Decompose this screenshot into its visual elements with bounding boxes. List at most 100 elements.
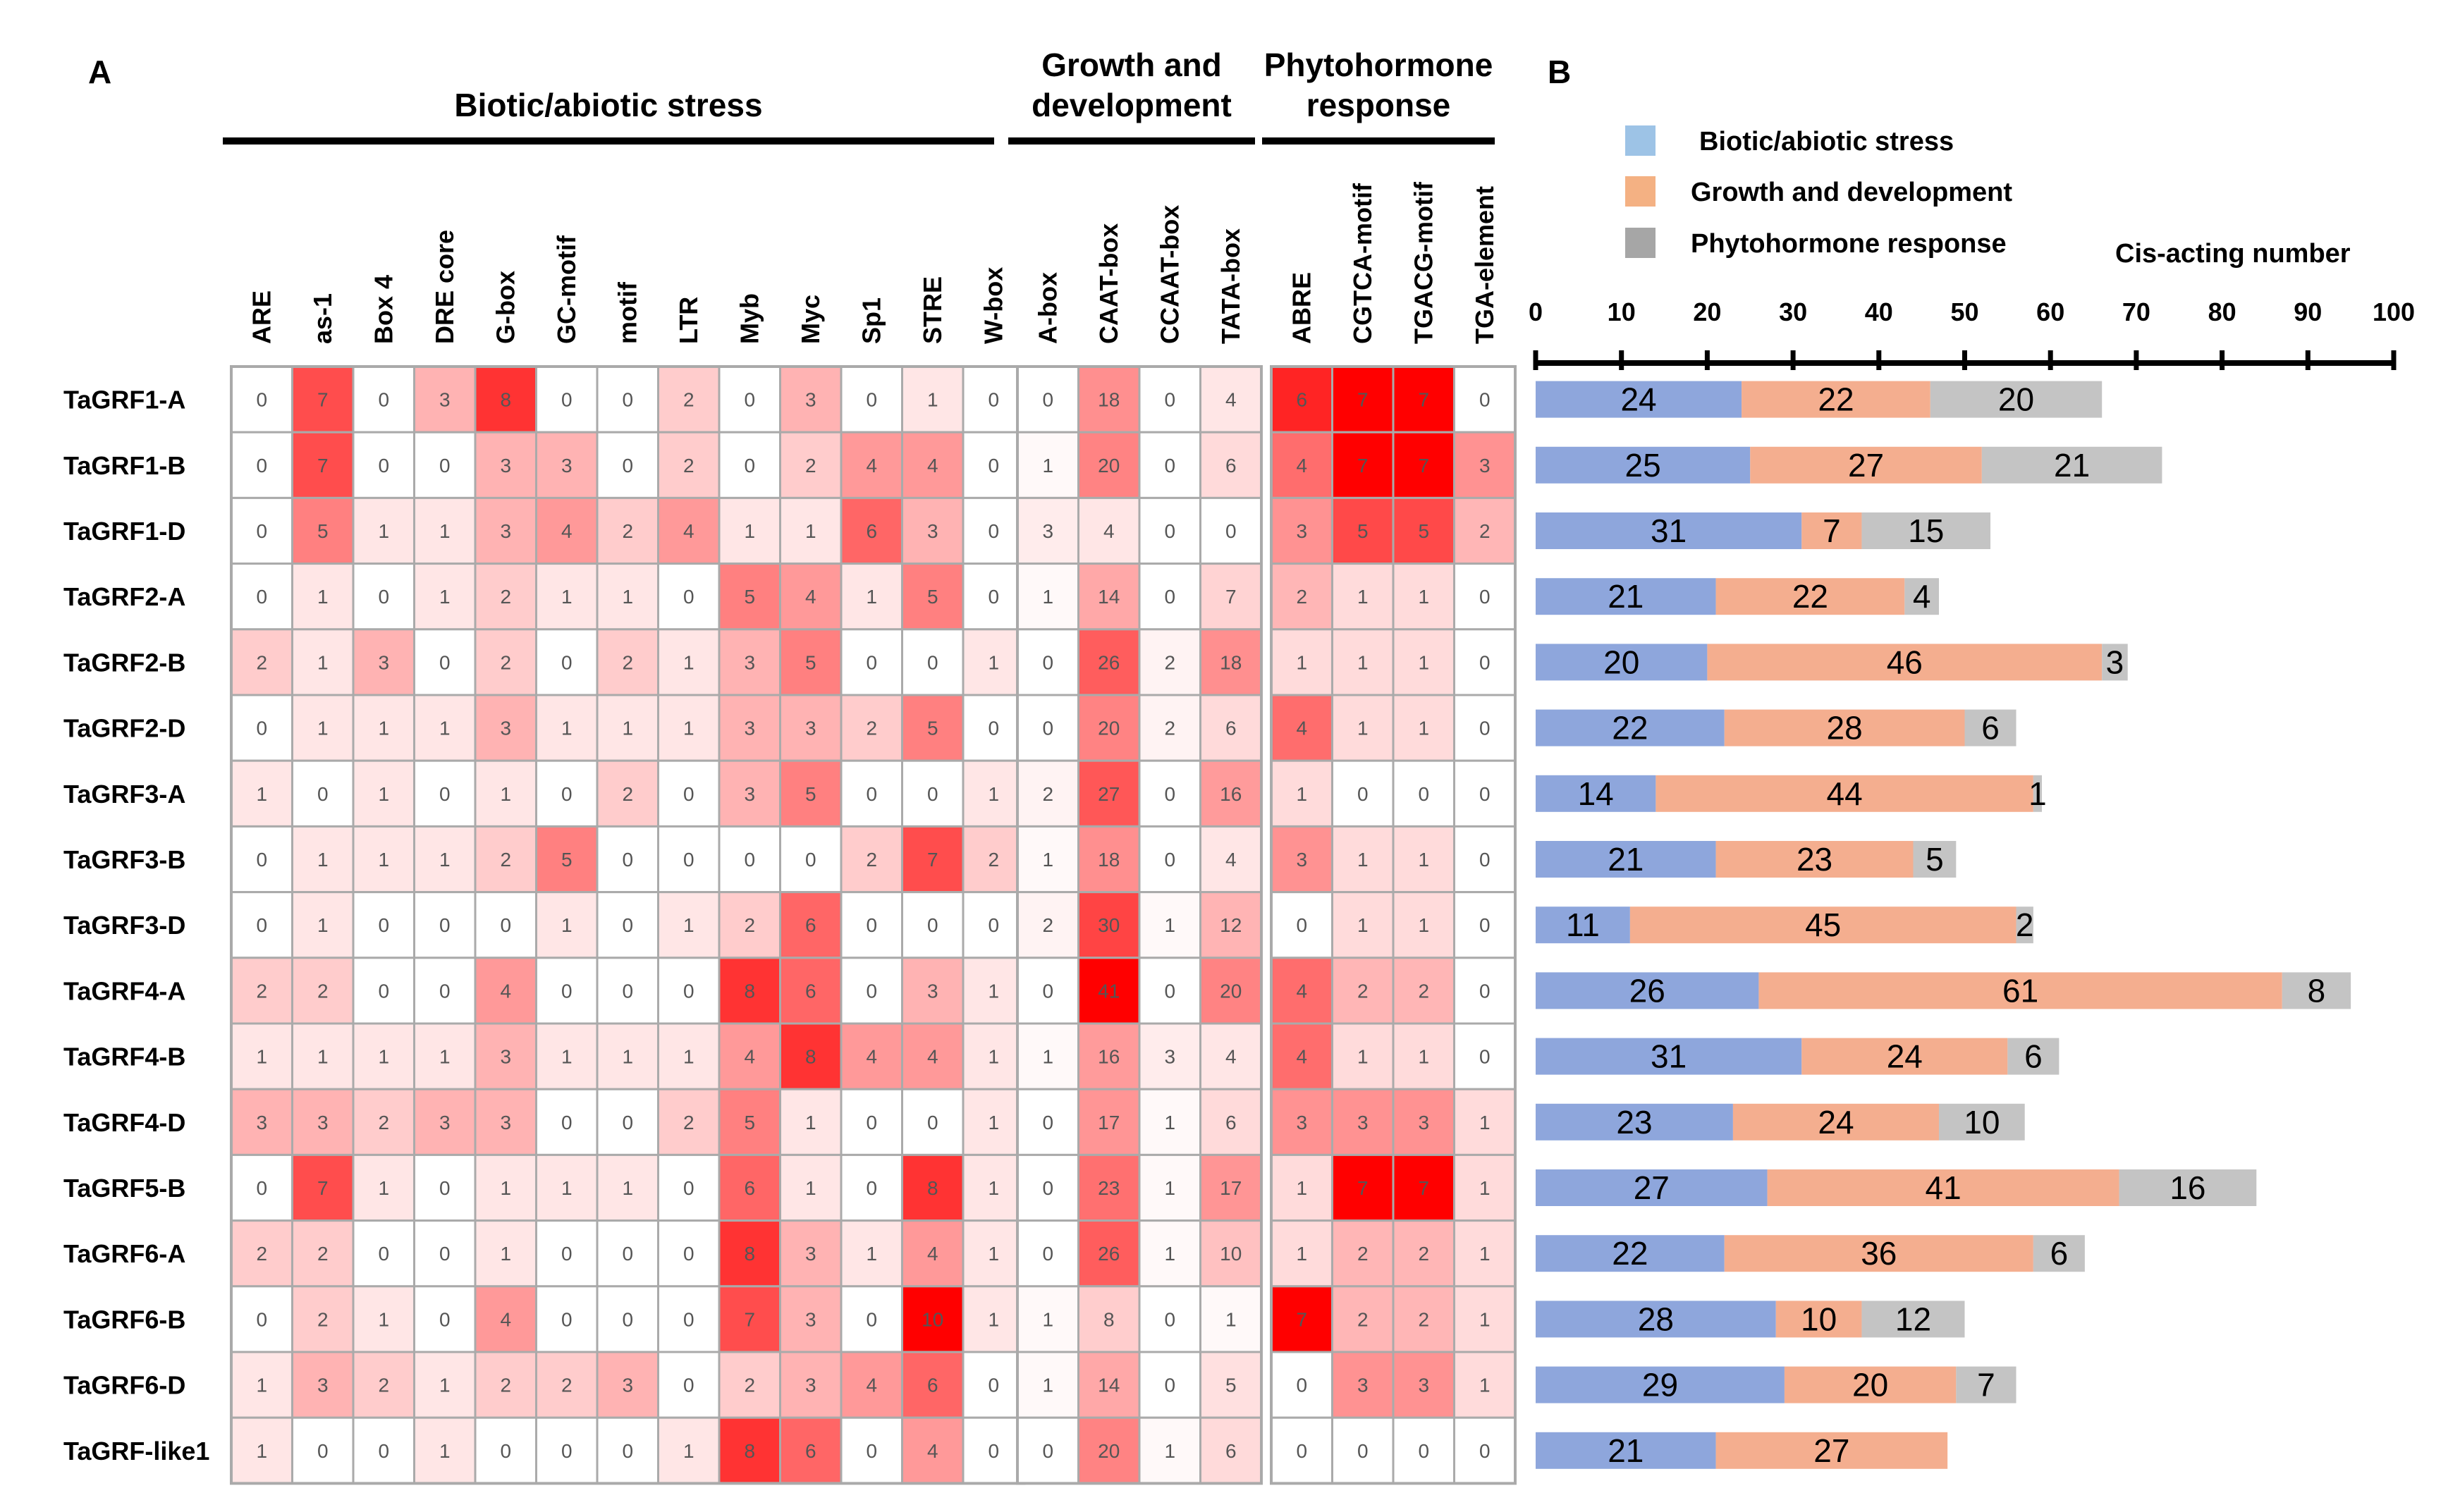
heat-cell [901,694,965,762]
heat-cell-value: 1 [561,914,573,936]
heat-cell-value: 1 [622,1177,633,1199]
heat-cell-value: 0 [1225,520,1237,542]
heat-cell [352,1022,415,1090]
heat-cell-value: 0 [683,1177,694,1199]
heat-cell [352,496,415,565]
heat-cell [1138,431,1201,499]
heat-cell [413,891,477,959]
bar-value-label: 7 [1823,512,1841,549]
heat-cell [535,431,599,499]
heat-cell-value: 14 [1098,586,1120,608]
heat-cell-value: 4 [1225,849,1237,871]
heat-cell [718,694,781,762]
column-label-box-4: Box 4 [369,275,398,344]
heat-cell-value: 0 [988,389,999,411]
heat-cell-value: 0 [683,586,694,608]
heat-cell-value: 3 [1418,1112,1429,1133]
heat-cell-value: 4 [1296,980,1307,1002]
heat-cell-value: 3 [1418,1375,1429,1396]
heat-cell-value: 1 [988,1308,999,1330]
heat-cell-value: 0 [805,849,816,871]
heat-cell [901,891,965,959]
heat-cell [1199,563,1263,631]
legend-swatch-growth-and-development [1625,176,1656,207]
group-title-3-line-2: response [1306,87,1451,123]
heat-cell-value: 3 [500,455,511,477]
bar-segment-tagrf2-b-phytohormone-response [2102,644,2128,681]
bar-segment-tagrf-like1-biotic-abiotic-stress [1536,1432,1716,1469]
heat-cell-value: 30 [1098,914,1120,936]
heat-cell [474,1088,537,1156]
heat-cell-value: 18 [1098,389,1120,411]
x-tick-label: 50 [1950,297,1978,326]
bar-value-label: 20 [1998,381,2034,418]
heat-cell-value: 0 [1479,718,1491,739]
heat-cell-value: 1 [1042,1375,1053,1396]
heat-cell-value: 26 [1098,651,1120,673]
bar-segment-tagrf1-a-biotic-abiotic-stress [1536,381,1742,418]
bar-value-label: 22 [1818,381,1854,418]
heat-cell [291,1219,355,1288]
heat-cell [840,628,903,696]
bar-value-label: 31 [1651,512,1687,549]
heat-cell-value: 1 [683,651,694,673]
column-label-ltr: LTR [674,297,703,344]
heat-cell [413,1022,477,1090]
heat-cell [1077,1219,1141,1288]
column-label-a-box: A-box [1033,272,1062,344]
heat-cell-value: 0 [1479,389,1491,411]
column-label-myc: Myc [796,295,825,344]
heat-cell [352,1153,415,1222]
heat-cell-value: 7 [744,1308,755,1330]
bar-value-label: 41 [1925,1169,1961,1206]
bar-segment-tagrf1-d-biotic-abiotic-stress [1536,512,1802,549]
heat-cell-value: 0 [1418,783,1429,805]
heat-cell-value: 2 [317,1243,329,1265]
heat-cell [1392,365,1455,434]
bar-segment-tagrf2-a-phytohormone-response [1904,578,1939,615]
heat-cell-value: 1 [805,520,816,542]
heat-cell-value: 7 [317,455,329,477]
heat-cell-value: 1 [683,718,694,739]
heat-cell-value: 1 [256,1440,267,1462]
heat-cell-value: 6 [805,1440,816,1462]
heat-cell-value: 0 [988,914,999,936]
heat-cell-value: 1 [1479,1243,1491,1265]
heat-cell [291,759,355,828]
column-label-dre-core: DRE core [430,230,459,344]
heat-cell-value: 0 [317,783,329,805]
heat-cell-value: 0 [1479,849,1491,871]
heat-cell-value: 0 [1042,389,1053,411]
heat-cell-value: 0 [1042,1440,1053,1462]
row-label-tagrf6-a: TaGRF6-A [63,1239,185,1268]
heat-cell-value: 2 [988,849,999,871]
heat-cell-value: 1 [439,1375,451,1396]
heat-cell-value: 3 [378,651,389,673]
heat-cell-value: 0 [378,914,389,936]
heat-cell [1453,496,1517,565]
heat-cell-value: 0 [927,914,938,936]
heat-cell [840,1153,903,1222]
bar-segment-tagrf5-b-growth-and-development [1767,1169,2119,1206]
heat-cell-value: 0 [1479,1440,1491,1462]
heat-cell-value: 3 [744,651,755,673]
heat-cell [1331,759,1395,828]
heat-cell [413,1219,477,1288]
heat-cell [1392,1351,1455,1419]
heat-cell [474,957,537,1025]
heat-cell-value: 7 [317,1177,329,1199]
heat-cell-value: 0 [683,1375,694,1396]
heat-cell-value: 0 [1042,1243,1053,1265]
bar-value-label: 6 [2024,1038,2043,1075]
heat-cell [413,628,477,696]
heat-cell-value: 7 [927,849,938,871]
heat-cell [901,1351,965,1419]
heat-cell-value: 0 [561,1440,573,1462]
heat-cell [962,1153,1025,1222]
heat-cell [1270,759,1333,828]
column-label-sp1: Sp1 [857,297,886,344]
bar-segment-tagrf2-b-biotic-abiotic-stress [1536,644,1708,681]
bar-value-label: 22 [1612,1235,1648,1272]
heat-cell-value: 0 [256,849,267,871]
